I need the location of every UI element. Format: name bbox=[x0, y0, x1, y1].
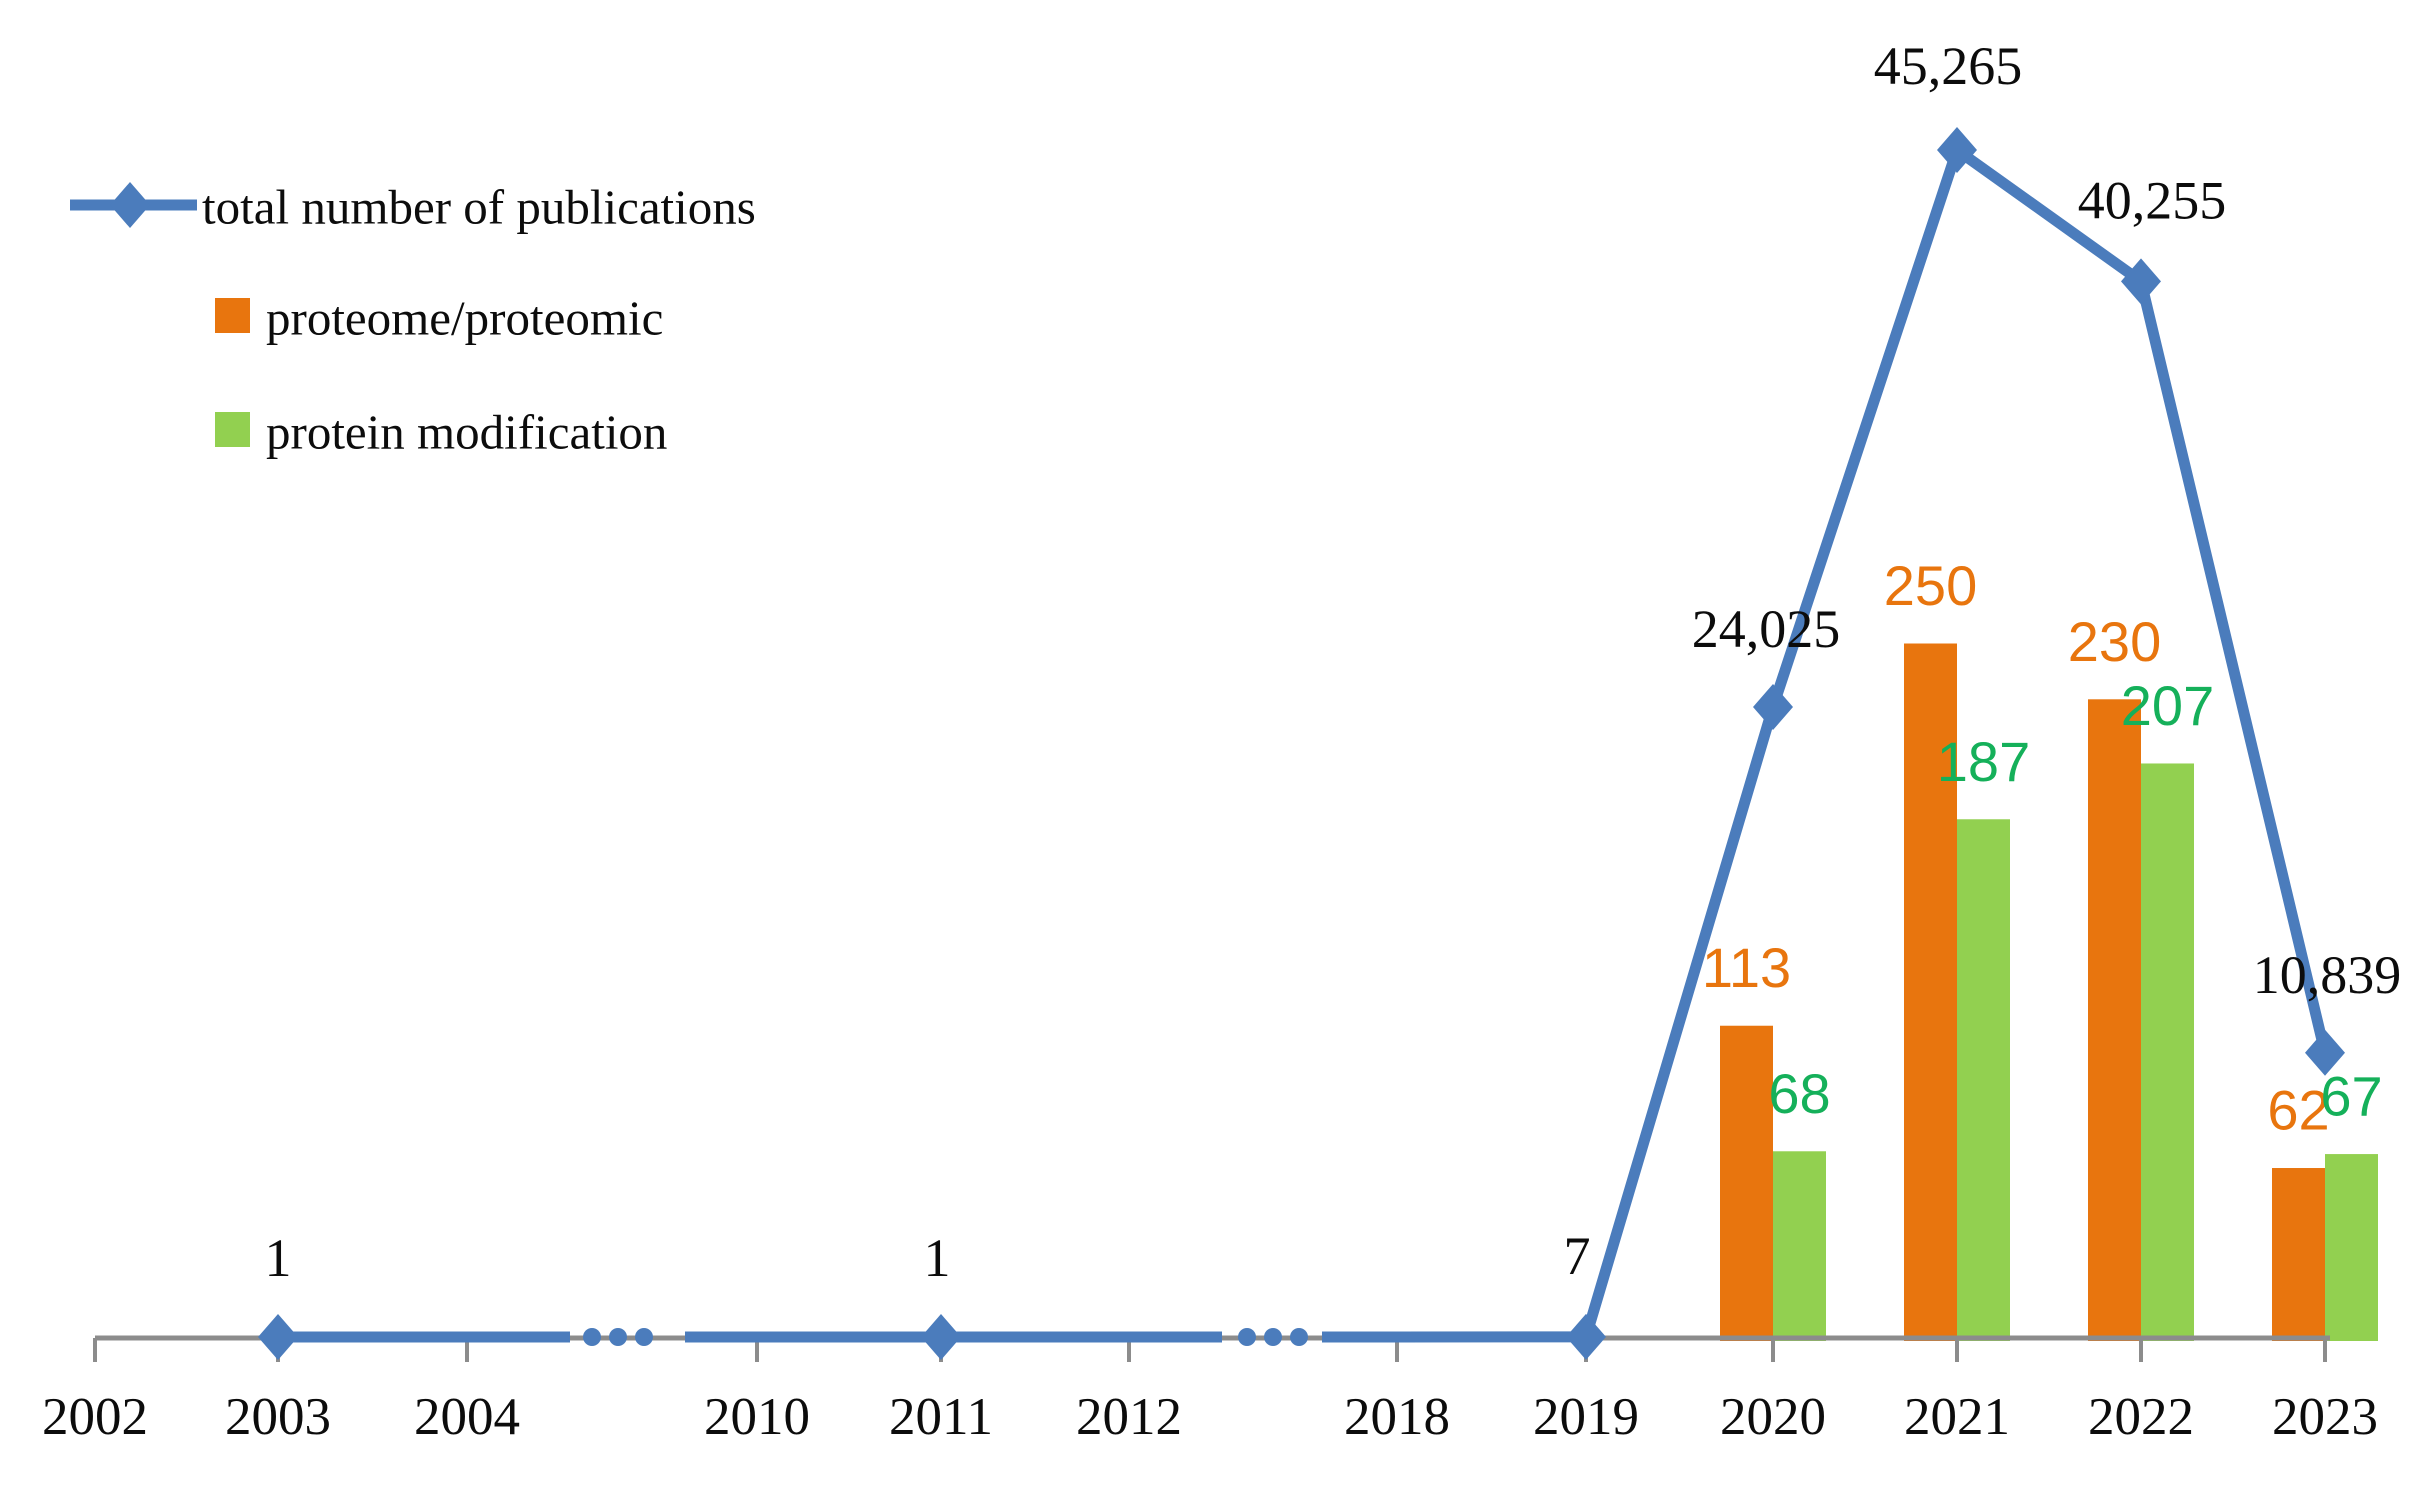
x-axis-label-2020: 2020 bbox=[1720, 1388, 1826, 1446]
line-marker-diamond-2011 bbox=[921, 1313, 961, 1360]
bar-value-label-modification-2023: 67 bbox=[2320, 1065, 2382, 1128]
legend-label-proteome: proteome/proteomic bbox=[266, 291, 663, 346]
bar-value-label-proteome-2022: 230 bbox=[2068, 610, 2161, 673]
axis-break-dot-0-0 bbox=[583, 1328, 601, 1346]
bar-modification-2021 bbox=[1957, 819, 2010, 1341]
bar-value-label-modification-2020: 68 bbox=[1768, 1062, 1830, 1125]
x-axis-label-2004: 2004 bbox=[414, 1388, 520, 1446]
line-value-label-2022: 40,255 bbox=[2078, 170, 2227, 230]
line-marker-diamond-2020 bbox=[1753, 683, 1793, 730]
legend-line-marker-diamond-icon bbox=[110, 182, 150, 228]
total-publications-line bbox=[1321, 144, 2331, 1343]
x-axis-label-2023: 2023 bbox=[2272, 1388, 2378, 1446]
bar-proteome-2023 bbox=[2272, 1168, 2325, 1341]
bar-value-label-proteome-2021: 250 bbox=[1884, 554, 1977, 617]
x-axis-label-2018: 2018 bbox=[1344, 1388, 1450, 1446]
legend-label-modification: protein modification bbox=[266, 405, 667, 460]
x-axis-label-2021: 2021 bbox=[1904, 1388, 2010, 1446]
line-value-label-2020: 24,025 bbox=[1692, 599, 1841, 659]
line-marker-diamond-2023 bbox=[2305, 1029, 2345, 1076]
axis-break-dot-1-2 bbox=[1290, 1328, 1308, 1346]
line-value-label-2011: 1 bbox=[924, 1228, 951, 1288]
bar-value-label-modification-2021: 187 bbox=[1937, 730, 2030, 793]
legend-item-proteome: proteome/proteomic bbox=[215, 291, 663, 346]
bar-value-label-proteome-2020: 113 bbox=[1702, 936, 1791, 999]
legend-item-modification: protein modification bbox=[215, 405, 667, 460]
line-marker-diamond-2003 bbox=[258, 1313, 298, 1360]
line-value-label-2003: 1 bbox=[265, 1228, 292, 1288]
x-axis-label-2003: 2003 bbox=[225, 1388, 331, 1446]
bar-proteome-2022 bbox=[2088, 699, 2141, 1341]
axis-break-dot-0-2 bbox=[635, 1328, 653, 1346]
axis-break-dot-1-0 bbox=[1238, 1328, 1256, 1346]
x-axis-label-2002: 2002 bbox=[42, 1388, 148, 1446]
axis-break-dot-0-1 bbox=[609, 1328, 627, 1346]
legend: total number of publications proteome/pr… bbox=[70, 180, 756, 460]
line-marker-diamond-2019 bbox=[1566, 1313, 1606, 1360]
x-axis-label-2022: 2022 bbox=[2088, 1388, 2194, 1446]
legend-swatch-modification bbox=[215, 412, 250, 447]
line-value-label-2019: 7 bbox=[1564, 1226, 1591, 1286]
line-value-label-2021: 45,265 bbox=[1874, 36, 2023, 96]
x-axis-label-2019: 2019 bbox=[1533, 1388, 1639, 1446]
line-marker-diamond-2021 bbox=[1937, 127, 1977, 173]
bar-modification-2023 bbox=[2325, 1154, 2378, 1341]
axis-break-dot-1-1 bbox=[1264, 1328, 1282, 1346]
x-axis-label-2011: 2011 bbox=[889, 1388, 993, 1446]
bar-modification-2022 bbox=[2141, 763, 2194, 1341]
legend-label-total: total number of publications bbox=[202, 180, 756, 235]
line-marker-diamond-2022 bbox=[2121, 258, 2161, 305]
legend-swatch-proteome bbox=[215, 298, 250, 333]
bar-modification-2020 bbox=[1773, 1151, 1826, 1341]
x-axis-label-2010: 2010 bbox=[704, 1388, 810, 1446]
bar-value-label-proteome-2023: 62 bbox=[2267, 1079, 2329, 1142]
x-axis-label-2012: 2012 bbox=[1076, 1388, 1182, 1446]
bar-value-label-modification-2022: 207 bbox=[2121, 674, 2214, 737]
legend-item-total: total number of publications bbox=[70, 180, 756, 235]
line-value-label-2023: 10,839 bbox=[2253, 945, 2402, 1005]
bar-proteome-2021 bbox=[1904, 643, 1957, 1341]
bar-proteome-2020 bbox=[1720, 1025, 1773, 1341]
